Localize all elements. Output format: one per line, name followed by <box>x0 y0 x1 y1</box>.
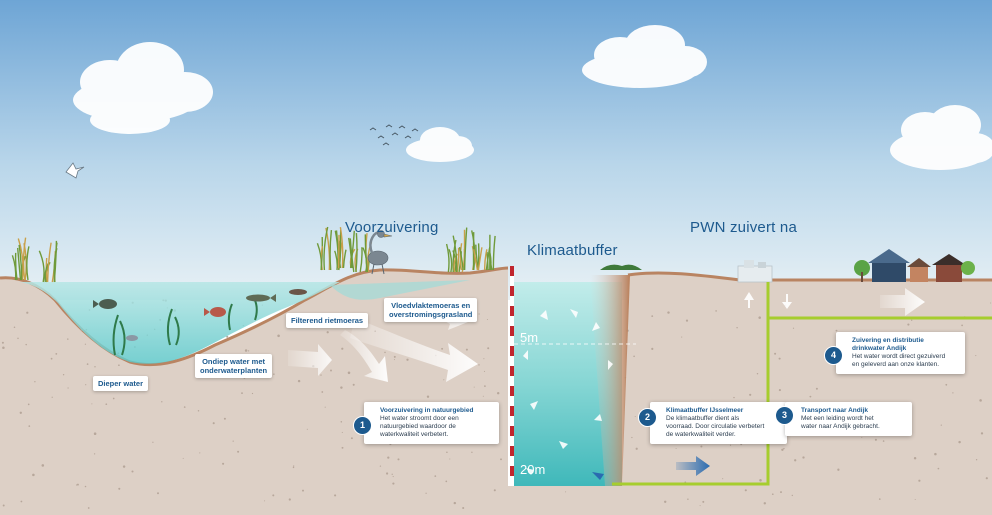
underwater-plants <box>112 297 258 356</box>
step-description: Het water stroomt door een natuurgebied … <box>380 415 459 438</box>
step-number-badge: 3 <box>775 406 794 425</box>
heading-klimaatbuffer: Klimaatbuffer <box>527 242 618 259</box>
seagull-icon <box>65 162 85 179</box>
depth-gauge-pole <box>510 266 514 486</box>
step-description: Het water wordt direct gezuiverd en gele… <box>852 353 946 368</box>
zone-label-ondiep-water: Ondiep water met onderwaterplanten <box>195 354 273 378</box>
houses-icon <box>854 249 975 282</box>
fish-icon <box>93 289 307 341</box>
buffer-circulation-arrows <box>523 309 613 475</box>
flow-arrows <box>288 288 925 382</box>
depth-mark-20m: 20m <box>520 462 546 477</box>
buffer-wall-right <box>590 275 630 486</box>
birds-icon <box>369 124 419 146</box>
heron-icon <box>367 230 393 275</box>
zone-label-dieper-water: Dieper water <box>93 376 149 391</box>
reed-vegetation <box>11 226 496 283</box>
step-number-badge: 2 <box>638 408 657 427</box>
step-card-2: Klimaatbuffer IJsselmeer De klimaatbuffe… <box>650 402 787 444</box>
cloud-center-icon <box>582 25 707 88</box>
cloud-left-icon <box>73 42 213 134</box>
treatment-plant-icon <box>737 260 773 283</box>
step-card-3: Transport naar Andijk Met een leiding wo… <box>785 402 912 436</box>
heading-voorzuivering: Voorzuivering <box>345 219 439 236</box>
buffer-vegetation <box>600 264 642 270</box>
depth-mark-5m: 5m <box>520 330 539 345</box>
zone-label-vloedvlaktemoeras: Vloedvlaktemoeras en overstromingsgrasla… <box>384 298 478 322</box>
marsh-water <box>330 280 470 300</box>
ground <box>0 268 992 515</box>
step-number-badge: 4 <box>824 346 843 365</box>
step-title: Voorzuivering in natuurgebied <box>380 407 474 414</box>
step-title: Klimaatbuffer IJsselmeer <box>666 407 744 414</box>
cloud-right-icon <box>890 105 992 170</box>
outflow-arrows <box>592 456 710 480</box>
step-title: Zuivering en distributie drinkwater Andi… <box>852 337 924 352</box>
ground-edge-right <box>627 271 992 282</box>
step-title: Transport naar Andijk <box>801 407 868 414</box>
step-card-1: Voorzuivering in natuurgebied Het water … <box>364 402 499 444</box>
cloud-small-icon <box>406 127 474 162</box>
transport-pipe <box>612 282 992 486</box>
step-description: De klimaatbuffer dient als voorraad. Doo… <box>666 415 765 438</box>
heading-pwn-zuivert-na: PWN zuivert na <box>690 219 797 236</box>
step-description: Met een leiding wordt het water naar And… <box>801 415 880 430</box>
step-number-badge: 1 <box>353 416 372 435</box>
clouds <box>73 25 992 170</box>
zone-label-filterend-rietmoeras: Filterend rietmoeras <box>286 313 369 328</box>
step-card-4: Zuivering en distributie drinkwater Andi… <box>836 332 965 374</box>
vertical-flow-arrows <box>744 292 792 309</box>
